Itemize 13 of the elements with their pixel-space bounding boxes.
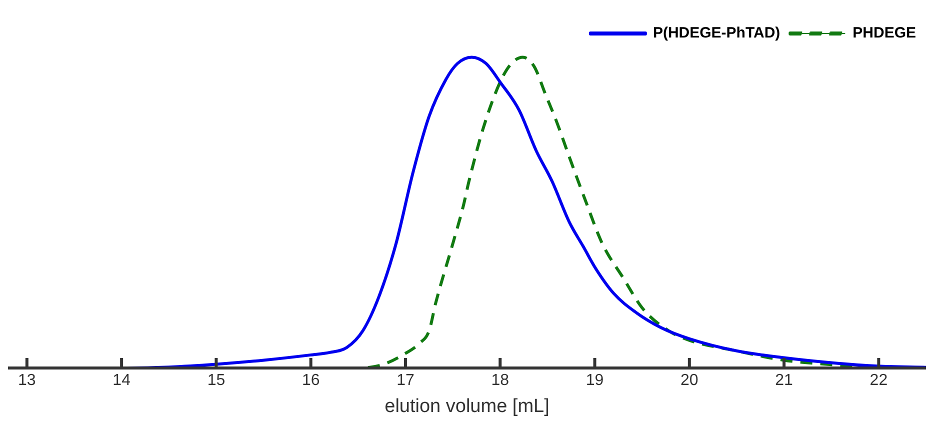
x-tick-label: 22 bbox=[870, 372, 888, 390]
x-tick-label: 20 bbox=[680, 372, 698, 390]
x-tick-label: 17 bbox=[396, 372, 414, 390]
x-tick-label: 18 bbox=[491, 372, 510, 390]
legend-label: P(HDEGE-PhTAD) bbox=[652, 24, 780, 42]
x-tick-label: 19 bbox=[586, 372, 604, 390]
x-tick-label: 15 bbox=[207, 372, 226, 390]
x-tick-label: 21 bbox=[775, 372, 794, 390]
x-axis-title: elution volume [mL] bbox=[384, 396, 550, 417]
x-tick-label: 14 bbox=[112, 372, 131, 390]
x-tick-label: 13 bbox=[18, 372, 36, 390]
x-tick-label: 16 bbox=[302, 372, 320, 390]
legend-label: PHDEGE bbox=[852, 24, 916, 42]
